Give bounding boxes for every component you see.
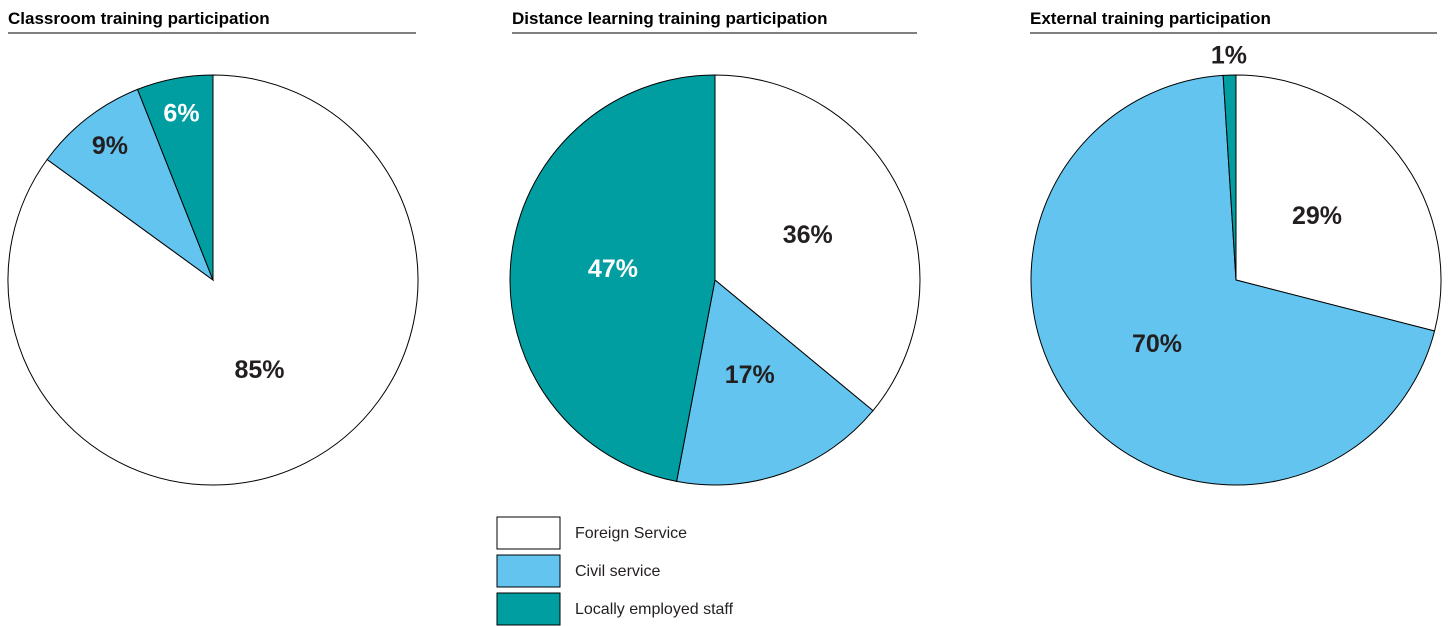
pie-slice <box>509 74 716 482</box>
chart-title: External training participation <box>1030 9 1271 28</box>
legend-label: Civil service <box>575 563 660 580</box>
data-label: 9% <box>92 132 128 160</box>
pie-slice <box>1030 74 1436 486</box>
data-label: 85% <box>235 356 285 384</box>
legend-swatch <box>496 592 561 626</box>
data-label: 6% <box>163 99 199 127</box>
data-label: 70% <box>1132 330 1182 358</box>
chart-title: Classroom training participation <box>8 9 270 28</box>
legend-label: Locally employed staff <box>575 601 734 618</box>
pie-slice <box>46 88 215 282</box>
pie-slice <box>136 74 214 281</box>
data-label: 47% <box>588 255 638 283</box>
legend-swatch <box>496 554 561 588</box>
legend-swatch <box>496 516 561 550</box>
pie-slice <box>1222 74 1237 281</box>
data-label: 1% <box>1211 41 1247 69</box>
data-label: 36% <box>783 221 833 249</box>
pie-slice <box>676 279 874 486</box>
pie-slice <box>714 74 921 412</box>
pie-slice <box>1235 74 1442 332</box>
data-label: 17% <box>725 361 775 389</box>
legend-label: Foreign Service <box>575 525 687 542</box>
chart-title: Distance learning training participation <box>512 9 828 28</box>
data-label: 29% <box>1292 202 1342 230</box>
